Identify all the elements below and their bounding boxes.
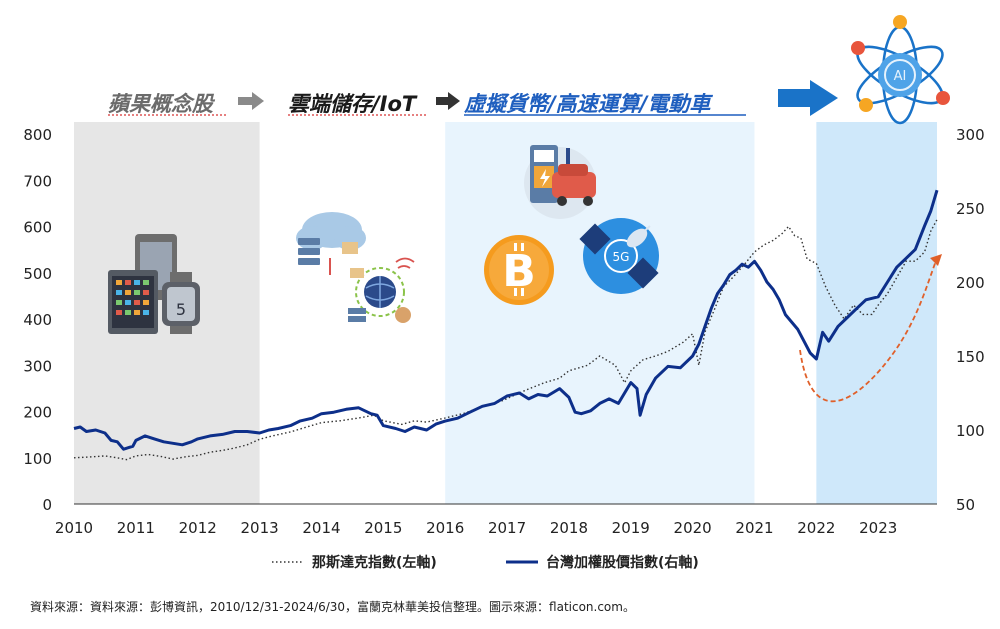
ai-icon-text: AI	[894, 69, 907, 84]
x-tick-label: 2015	[364, 519, 402, 537]
x-tick-label: 2023	[859, 519, 897, 537]
x-tick-label: 2014	[302, 519, 340, 537]
svg-text:5: 5	[176, 300, 186, 319]
x-tick-label: 2022	[797, 519, 835, 537]
y-left-tick-label: 400	[23, 311, 52, 329]
cloud-storage-network-icon	[296, 212, 415, 323]
x-tick-label: 2010	[55, 519, 93, 537]
shaded-periods	[74, 122, 937, 504]
trend-arrow-head	[930, 254, 942, 266]
y-left-tick-label: 500	[23, 265, 52, 283]
y-left-tick-label: 300	[23, 357, 52, 375]
satellite-5g-icon: 5G	[579, 218, 659, 294]
x-tick-label: 2017	[488, 519, 526, 537]
x-tick-label: 2021	[735, 519, 773, 537]
y-left-tick-label: 800	[23, 126, 52, 144]
source-note: 資料來源：資料來源：彭博資訊，2010/12/31-2024/6/30，富蘭克林…	[30, 600, 635, 614]
series-line-taiex	[73, 189, 939, 451]
y-right-tick-label: 250	[956, 200, 985, 218]
x-tick-label: 2011	[117, 519, 155, 537]
y-left-tick-label: 100	[23, 450, 52, 468]
smartphone-tablet-watch-icon: 5	[108, 234, 200, 334]
legend: 那斯達克指數(左軸) 台灣加權股價指數(右軸)	[272, 554, 699, 571]
y-right-tick-label: 150	[956, 348, 985, 366]
trend-arrow	[799, 257, 938, 403]
y-left-tick-label: 0	[42, 496, 52, 514]
phase-label-crypto-hpc-ev: 虛擬貨幣/高速運算/電動車	[464, 92, 713, 116]
x-tick-label: 2012	[179, 519, 217, 537]
y-right-tick-label: 300	[956, 126, 985, 144]
y-right-tick-label: 200	[956, 274, 985, 292]
arrow-blue-icon	[778, 80, 838, 116]
svg-text:B: B	[502, 246, 536, 297]
y-right-tick-label: 100	[956, 422, 985, 440]
arrow-dark-icon	[436, 92, 460, 110]
phase-label-apple: 蘋果概念股	[108, 92, 216, 116]
x-tick-label: 2018	[550, 519, 588, 537]
y-left-tick-label: 700	[23, 172, 52, 190]
fiveg-icon-text: 5G	[613, 250, 630, 264]
x-tick-label: 2020	[674, 519, 712, 537]
bitcoin-icon: B	[484, 235, 554, 305]
y-left-tick-label: 200	[23, 404, 52, 422]
phase-label-cloud: 雲端儲存/IoT	[288, 92, 418, 116]
x-tick-label: 2013	[240, 519, 278, 537]
y-left-tick-label: 600	[23, 219, 52, 237]
ev-charging-station-icon	[524, 145, 596, 219]
ai-atom-icon: AI	[851, 15, 950, 125]
x-tick-label: 2019	[612, 519, 650, 537]
arrow-gray-icon	[238, 92, 264, 110]
y-right-tick-label: 50	[956, 496, 975, 514]
x-tick-label: 2016	[426, 519, 464, 537]
shaded-period-2	[816, 122, 937, 504]
series-line-nasdaq	[73, 219, 938, 461]
shaded-period-1	[445, 122, 755, 504]
legend-label-nasdaq: 那斯達克指數(左軸)	[312, 554, 437, 571]
series-group	[73, 189, 939, 461]
axes: 2010 2011 2012 2013 2014 2015 2016 2017 2018 2019…	[23, 126, 984, 537]
legend-label-taiex: 台灣加權股價指數(右軸)	[546, 554, 699, 571]
